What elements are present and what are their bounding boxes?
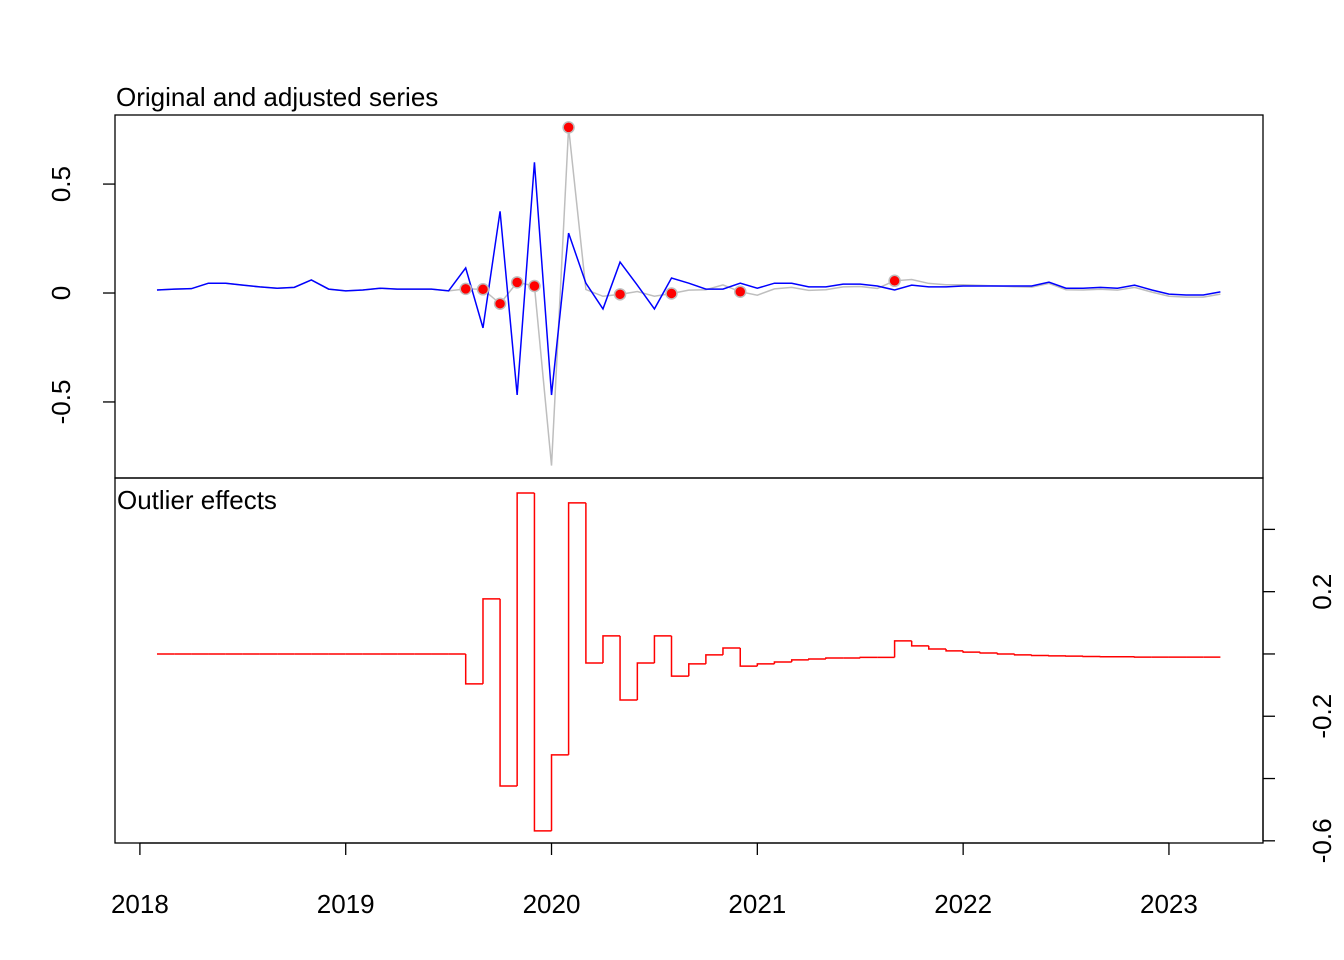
bottom-panel-frame [114, 477, 1264, 844]
effect-step [910, 640, 929, 647]
outlier-point [733, 285, 747, 298]
effect-step [928, 645, 947, 650]
effect-step [670, 635, 689, 677]
outlier-point [510, 276, 524, 289]
outlier-point [562, 121, 575, 134]
x-tick-label: 2020 [523, 889, 581, 919]
outlier-point [459, 282, 472, 296]
effect-step [739, 648, 758, 667]
effect-step [653, 635, 672, 663]
effect-step [979, 652, 998, 654]
effect-step [585, 502, 603, 664]
effect-step [636, 662, 655, 701]
y2-tick-label: -0.2 [1307, 694, 1337, 739]
y2-tick-label: -0.6 [1307, 818, 1337, 863]
effect-step [825, 657, 844, 659]
effect-step [722, 647, 741, 655]
effect-step [893, 640, 912, 658]
x-tick-label: 2021 [728, 889, 786, 919]
effect-step [1013, 653, 1032, 656]
outlier-point [613, 288, 627, 301]
series-line [156, 162, 1221, 396]
y-tick-label: -0.5 [46, 380, 76, 425]
top-panel-title: Original and adjusted series [116, 82, 438, 112]
outlier-point [528, 279, 541, 293]
effect-step [567, 502, 586, 755]
effect-step [996, 653, 1015, 655]
top-panel-frame [114, 114, 1264, 479]
effect-step [516, 492, 535, 787]
effect-step [499, 598, 518, 787]
effect-step [773, 661, 792, 664]
effect-step [550, 754, 569, 831]
effect-step [464, 653, 483, 685]
outlier-point [493, 297, 507, 310]
y2-tick-label: 0.2 [1307, 574, 1337, 610]
series-line [156, 127, 1221, 466]
x-tick-label: 2018 [111, 889, 169, 919]
effect-step [859, 656, 878, 659]
x-tick-label: 2023 [1140, 889, 1198, 919]
effect-step [602, 635, 621, 663]
effect-step [945, 648, 964, 652]
effect-step [756, 663, 775, 667]
effect-step [482, 598, 501, 684]
effect-step [705, 654, 723, 664]
effect-step [619, 635, 638, 701]
y-tick-label: 0 [46, 286, 76, 300]
x-tick-label: 2022 [934, 889, 992, 919]
outlier-point [665, 287, 678, 300]
effect-step [808, 658, 826, 660]
outlier-point [476, 283, 490, 296]
effect-step [1030, 654, 1049, 657]
y-tick-label: 0.5 [46, 166, 76, 202]
outlier-point [888, 274, 901, 288]
effect-step [688, 663, 706, 677]
x-tick-label: 2019 [317, 889, 375, 919]
effect-step [533, 492, 552, 832]
bottom-panel-title: Outlier effects [117, 485, 277, 515]
effect-step [790, 659, 809, 663]
effect-step [962, 650, 981, 653]
